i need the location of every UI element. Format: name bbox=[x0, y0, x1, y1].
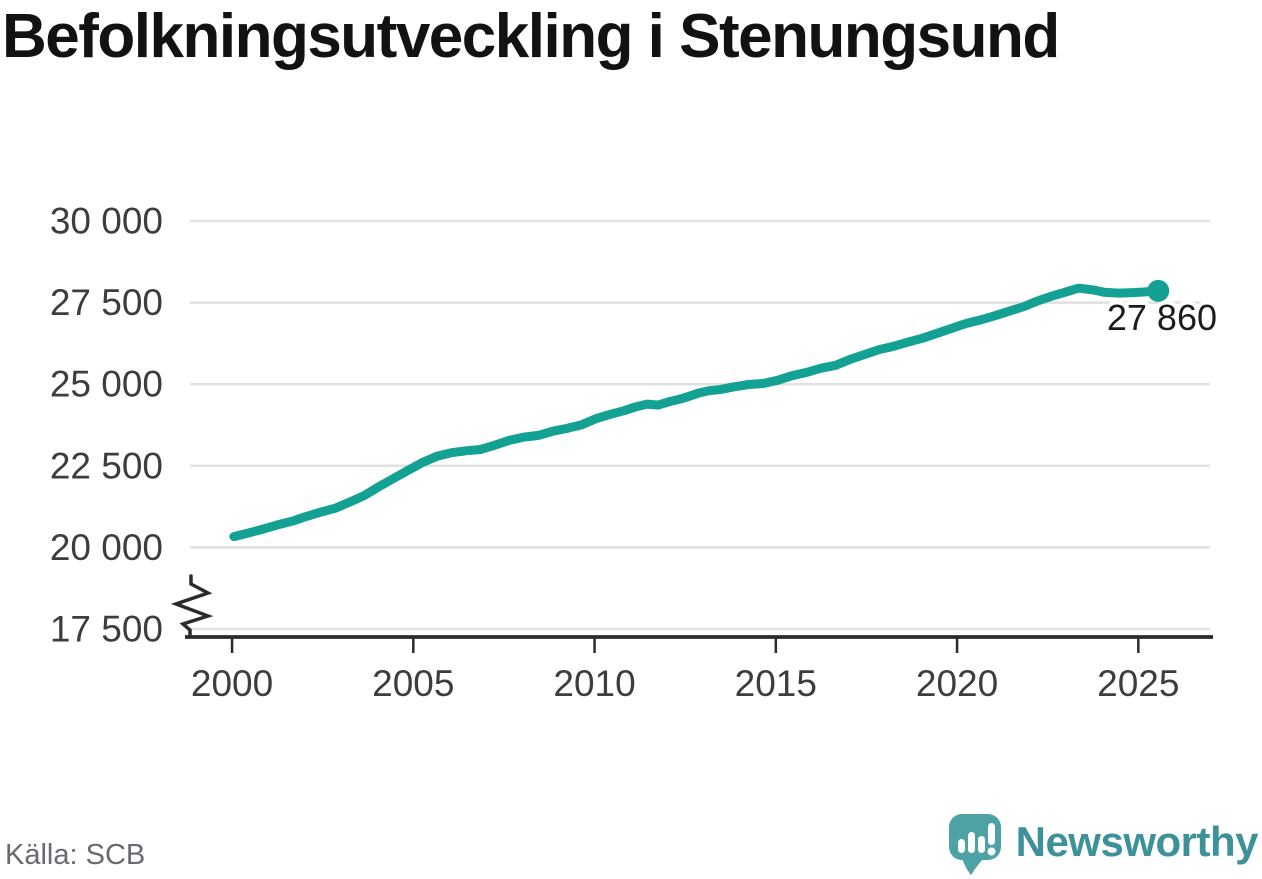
x-tick-label: 2025 bbox=[1097, 663, 1179, 704]
x-tick-label: 2000 bbox=[191, 663, 273, 704]
y-tick-label: 30 000 bbox=[50, 201, 163, 242]
x-tick-label: 2010 bbox=[553, 663, 635, 704]
end-point-dot bbox=[1147, 279, 1170, 302]
newsworthy-brand: Newsworthy bbox=[947, 812, 1259, 878]
x-tick-label: 2005 bbox=[372, 663, 454, 704]
y-tick-label: 22 500 bbox=[50, 445, 163, 486]
newsworthy-wordmark: Newsworthy bbox=[1015, 818, 1259, 865]
end-value-label: 27 860 bbox=[1107, 297, 1217, 338]
x-tick-label: 2015 bbox=[735, 663, 817, 704]
page-title: Befolkningsutveckling i Stenungsund bbox=[2, 2, 1060, 71]
population-line bbox=[229, 283, 1163, 542]
source-note: Källa: SCB bbox=[5, 839, 146, 871]
y-tick-label: 25 000 bbox=[50, 364, 163, 405]
newsworthy-logo-icon bbox=[948, 814, 1001, 875]
y-tick-label: 20 000 bbox=[50, 527, 163, 568]
y-tick-label: 27 500 bbox=[50, 282, 163, 323]
x-tick-label: 2020 bbox=[916, 663, 998, 704]
y-tick-label: 17 500 bbox=[50, 609, 163, 650]
axis-break-icon bbox=[170, 574, 214, 638]
